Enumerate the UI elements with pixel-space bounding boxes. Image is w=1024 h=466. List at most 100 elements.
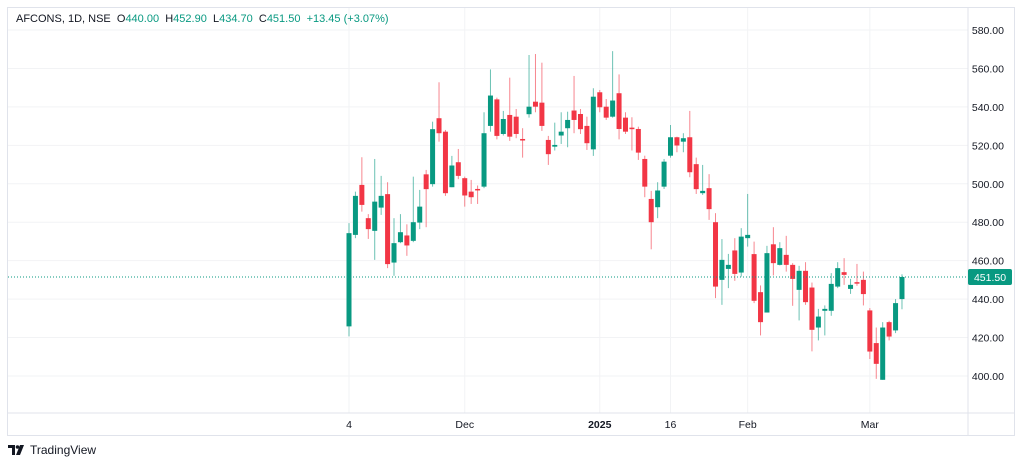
- candle[interactable]: [616, 74, 622, 140]
- candle[interactable]: [738, 228, 744, 277]
- grid: [8, 8, 1014, 435]
- candle[interactable]: [725, 253, 731, 289]
- candle[interactable]: [449, 155, 455, 188]
- low-label: L: [212, 13, 220, 25]
- candle[interactable]: [622, 112, 628, 134]
- candle-body: [661, 161, 667, 187]
- candle[interactable]: [822, 305, 828, 336]
- candle[interactable]: [481, 112, 487, 189]
- candle[interactable]: [796, 265, 802, 321]
- candle[interactable]: [455, 148, 461, 180]
- candle[interactable]: [565, 111, 571, 148]
- candle[interactable]: [713, 213, 719, 299]
- candle[interactable]: [790, 263, 796, 306]
- candle[interactable]: [500, 110, 506, 136]
- candle[interactable]: [539, 62, 545, 131]
- candle[interactable]: [584, 116, 590, 150]
- candle[interactable]: [899, 274, 905, 310]
- candle[interactable]: [558, 112, 564, 144]
- y-tick-label: 440.00: [972, 294, 1004, 306]
- candle[interactable]: [359, 157, 365, 212]
- candle[interactable]: [552, 122, 558, 151]
- candle[interactable]: [815, 308, 821, 341]
- candle[interactable]: [410, 176, 416, 243]
- candle[interactable]: [783, 235, 789, 272]
- candle[interactable]: [848, 278, 854, 294]
- candle[interactable]: [745, 193, 751, 247]
- candle[interactable]: [417, 189, 423, 230]
- candle[interactable]: [674, 136, 680, 153]
- candle[interactable]: [610, 51, 616, 118]
- candle[interactable]: [468, 179, 474, 204]
- candle[interactable]: [693, 157, 699, 194]
- candle[interactable]: [629, 117, 635, 151]
- candle[interactable]: [352, 191, 358, 239]
- candle[interactable]: [770, 227, 776, 276]
- candle[interactable]: [365, 214, 371, 239]
- candle-body: [725, 264, 731, 269]
- candle[interactable]: [867, 308, 873, 360]
- candle[interactable]: [590, 88, 596, 156]
- candle[interactable]: [886, 320, 892, 341]
- candle[interactable]: [494, 97, 500, 140]
- candle[interactable]: [430, 121, 436, 187]
- candle[interactable]: [854, 263, 860, 286]
- candle[interactable]: [475, 185, 481, 204]
- candle[interactable]: [661, 158, 667, 189]
- candle[interactable]: [462, 176, 468, 207]
- candle[interactable]: [706, 174, 712, 220]
- candle[interactable]: [391, 218, 397, 276]
- candle[interactable]: [436, 82, 442, 142]
- candle[interactable]: [777, 242, 783, 266]
- candle[interactable]: [346, 223, 352, 337]
- candle[interactable]: [545, 135, 551, 165]
- candle[interactable]: [513, 108, 519, 139]
- candle[interactable]: [835, 262, 841, 289]
- candle-body: [584, 125, 590, 144]
- candle[interactable]: [732, 238, 738, 281]
- candle[interactable]: [751, 241, 757, 304]
- candle[interactable]: [719, 239, 725, 305]
- candle[interactable]: [642, 155, 648, 198]
- candle[interactable]: [507, 77, 513, 141]
- y-tick-label: 500.00: [972, 179, 1004, 191]
- candle[interactable]: [880, 322, 886, 380]
- candle[interactable]: [841, 258, 847, 285]
- candle[interactable]: [577, 108, 583, 134]
- candle[interactable]: [803, 262, 809, 305]
- candle[interactable]: [764, 245, 770, 313]
- candle[interactable]: [700, 164, 706, 195]
- candle[interactable]: [571, 75, 577, 134]
- candle-body: [713, 222, 719, 287]
- candle-body: [770, 244, 776, 264]
- candle[interactable]: [378, 175, 384, 215]
- candle-body: [539, 102, 545, 126]
- candle[interactable]: [597, 89, 603, 113]
- candle[interactable]: [635, 126, 641, 160]
- candle[interactable]: [423, 169, 429, 228]
- candle[interactable]: [873, 327, 879, 379]
- candle-body: [571, 110, 577, 120]
- candle[interactable]: [655, 182, 661, 219]
- candle[interactable]: [404, 224, 410, 256]
- candle[interactable]: [893, 299, 899, 334]
- candle[interactable]: [487, 69, 493, 132]
- candle[interactable]: [809, 282, 815, 352]
- candle[interactable]: [603, 98, 609, 120]
- candle[interactable]: [758, 285, 764, 336]
- tradingview-branding[interactable]: TradingView: [8, 443, 96, 457]
- candle[interactable]: [532, 54, 538, 113]
- candle[interactable]: [520, 128, 526, 158]
- candle[interactable]: [680, 133, 686, 153]
- candle[interactable]: [828, 273, 834, 316]
- candle[interactable]: [397, 214, 403, 244]
- candle[interactable]: [526, 54, 532, 118]
- candle[interactable]: [372, 158, 378, 260]
- candle[interactable]: [687, 110, 693, 178]
- candle-body: [365, 218, 371, 230]
- candle[interactable]: [442, 129, 448, 196]
- candle[interactable]: [668, 124, 673, 158]
- candle[interactable]: [648, 190, 654, 250]
- candle[interactable]: [385, 182, 391, 269]
